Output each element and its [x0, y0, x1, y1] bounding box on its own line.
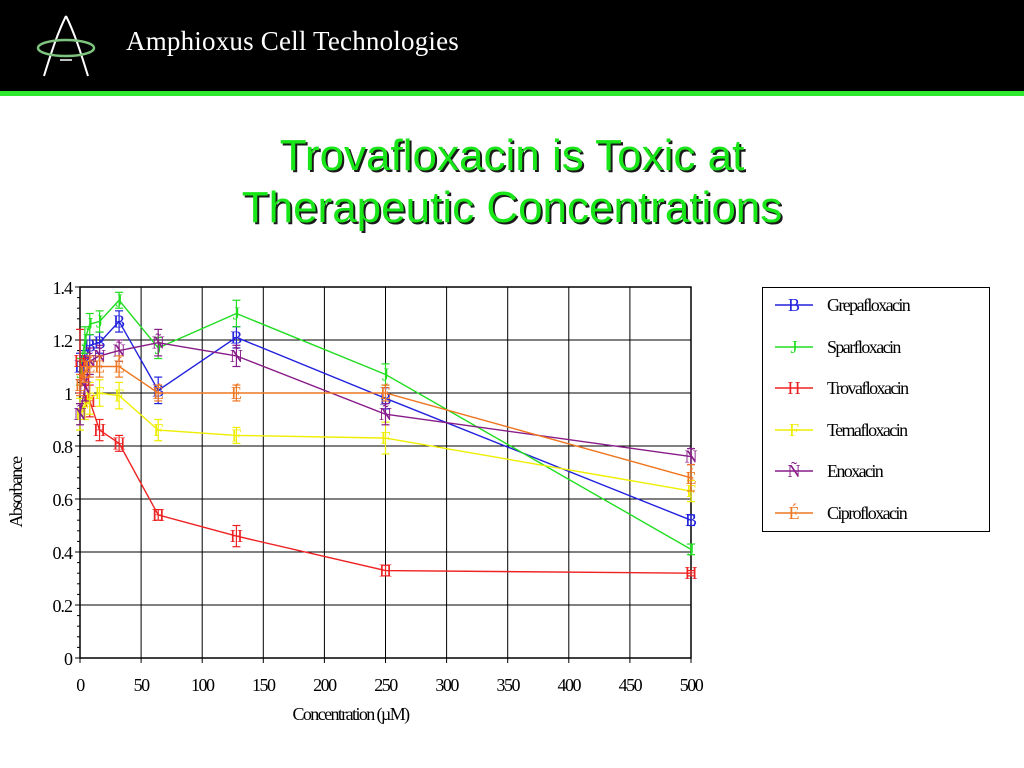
legend-item: É Ciprofloxacin — [775, 502, 985, 524]
data-point-marker: Ñ — [74, 403, 87, 424]
data-point-marker: J — [116, 290, 123, 310]
data-point-marker: J — [382, 364, 389, 384]
header-accent-line — [0, 91, 1024, 96]
data-point-marker: F — [114, 386, 124, 406]
y-tick-label: 1 — [64, 384, 72, 404]
legend-label: Sparfloxacin — [827, 336, 901, 357]
legend-item: F Temafloxacin — [775, 419, 985, 441]
legend-sample: B — [775, 295, 813, 315]
legend-marker: H — [788, 378, 801, 398]
data-point-marker: F — [95, 383, 105, 403]
x-tick-label: 100 — [191, 675, 215, 695]
legend-item: B Grepafloxacin — [775, 294, 985, 316]
data-point-marker: B — [84, 335, 96, 355]
data-point-marker: Ñ — [152, 332, 165, 353]
legend-sample: J — [775, 337, 813, 357]
y-tick-label: 0.2 — [53, 596, 73, 616]
legend-label: Enoxacin — [827, 461, 884, 481]
x-tick-label: 500 — [680, 675, 704, 695]
x-tick-label: 200 — [313, 675, 337, 695]
legend-sample: É — [775, 502, 813, 523]
data-point-marker: É — [114, 356, 125, 377]
data-point-marker: B — [94, 333, 106, 353]
y-tick-label: 0.8 — [53, 437, 74, 457]
data-point-marker: F — [231, 425, 241, 445]
y-tick-label: 0.6 — [53, 490, 74, 510]
data-point-marker: F — [80, 396, 90, 416]
data-point-marker: J — [233, 304, 240, 324]
data-point-marker: J — [96, 311, 103, 331]
x-axis-label: Concentration (µM) — [292, 704, 410, 725]
legend-marker: B — [788, 295, 800, 315]
data-point-marker: H — [230, 526, 243, 546]
data-point-marker: Ñ — [685, 446, 698, 467]
legend-item: J Sparfloxacin — [775, 336, 985, 358]
y-tick-label: 1.4 — [53, 278, 74, 298]
x-tick-label: 450 — [619, 675, 643, 695]
x-tick-label: 300 — [435, 675, 459, 695]
x-tick-label: 150 — [252, 675, 276, 695]
data-point-marker: B — [230, 327, 242, 347]
data-point-marker: H — [152, 505, 165, 525]
legend-label: Grepafloxacin — [827, 295, 911, 315]
x-tick-label: 400 — [558, 675, 582, 695]
data-point-marker: Ñ — [230, 345, 243, 366]
legend-label: Trovafloxacin — [827, 378, 909, 398]
data-point-marker: H — [379, 561, 392, 581]
data-point-marker: É — [231, 382, 242, 403]
data-point-marker: Ñ — [379, 403, 392, 424]
data-point-marker: É — [75, 374, 86, 395]
legend-sample: Ñ — [775, 460, 813, 481]
data-point-marker: H — [74, 351, 87, 371]
legend-marker: É — [789, 502, 800, 523]
legend-item: Ñ Enoxacin — [775, 460, 985, 482]
legend-marker: J — [790, 337, 797, 357]
legend-sample: H — [775, 378, 813, 398]
legend-marker: Ñ — [788, 460, 801, 481]
legend-sample: F — [775, 420, 813, 440]
data-point-marker: É — [94, 356, 105, 377]
data-point-marker: É — [153, 382, 164, 403]
data-point-marker: É — [79, 361, 90, 382]
slide-title-line-2: Therapeutic Concentrations — [241, 183, 783, 232]
chart-legend: B Grepafloxacin J Sparfloxacin H Trovafloxaci… — [762, 287, 990, 532]
slide-title-line-1: Trovafloxacin is Toxic at — [279, 131, 745, 180]
header-bar — [0, 0, 1024, 91]
x-tick-label: 350 — [496, 675, 520, 695]
legend-item: H Trovafloxacin — [775, 377, 985, 399]
data-point-marker: F — [85, 388, 95, 408]
y-tick-label: 1.2 — [53, 331, 73, 351]
data-point-marker: É — [84, 356, 95, 377]
data-point-marker: H — [685, 563, 698, 583]
data-point-marker: H — [113, 433, 126, 453]
amphioxus-logo-icon — [36, 15, 96, 77]
y-axis-label: Absorbance — [6, 456, 26, 528]
data-point-marker: B — [685, 510, 697, 530]
company-name: Amphioxus Cell Technologies — [126, 26, 459, 56]
x-tick-label: 50 — [134, 675, 151, 695]
data-point-marker: É — [686, 467, 697, 488]
y-tick-label: 0.4 — [53, 543, 74, 563]
legend-label: Ciprofloxacin — [827, 502, 908, 523]
data-point-marker: J — [687, 539, 694, 559]
data-point-marker: F — [153, 420, 163, 440]
data-point-marker: F — [380, 428, 390, 448]
x-tick-label: 250 — [374, 675, 398, 695]
x-tick-label: 0 — [76, 675, 85, 695]
slide-title: Trovafloxacin is Toxic at Therapeutic Co… — [112, 130, 912, 234]
data-point-marker: B — [113, 311, 125, 331]
data-point-marker: J — [81, 330, 88, 350]
y-tick-label: 0 — [64, 649, 73, 669]
data-point-marker: H — [93, 420, 106, 440]
legend-label: Temafloxacin — [827, 419, 908, 440]
data-point-marker: É — [380, 382, 391, 403]
legend-marker: F — [789, 420, 799, 440]
data-point-marker: J — [86, 314, 93, 334]
